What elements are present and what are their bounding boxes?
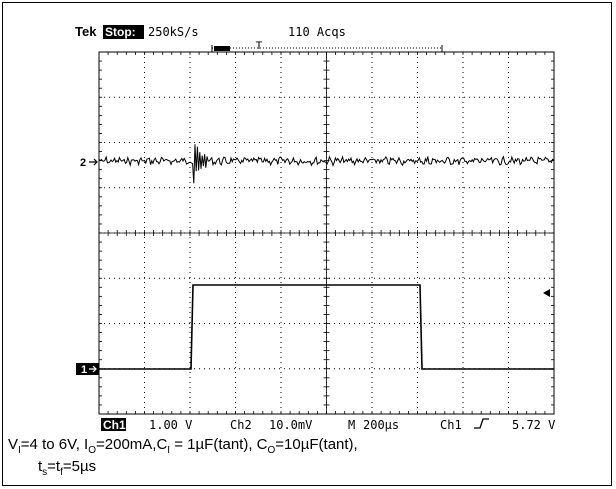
sample-rate: 250kS/s <box>148 25 199 39</box>
record-bracket <box>211 45 443 52</box>
caption-1-part: =4 to 6V, I <box>20 436 89 453</box>
stop-badge: Stop: <box>105 25 136 39</box>
stop-badge-bg <box>103 25 144 39</box>
caption-1-part: O <box>267 445 276 456</box>
ch1-trace <box>99 284 554 370</box>
caption-2-part: f <box>60 467 63 478</box>
timebase-label: M <box>348 418 355 432</box>
ch2-trace <box>98 144 555 184</box>
ch1-badge: Ch1 <box>103 418 126 432</box>
caption-1-part: =200mA,C <box>96 436 168 453</box>
caption-1-part: =10µF(tant), <box>275 436 358 453</box>
trigger-level: 5.72 V <box>512 418 555 432</box>
caption-2-part: t <box>38 458 43 475</box>
oscilloscope-screen: Tek Stop: 250kS/s 110 Acqs T 2 1 Ch1 1.0… <box>75 24 555 432</box>
graticule-grid <box>98 51 555 415</box>
caption-1-part: I <box>18 445 21 456</box>
trigger-position-marker: T <box>256 40 263 52</box>
ch2-scale: 10.0mV <box>269 418 312 432</box>
acquisition-count: 110 Acqs <box>288 25 346 39</box>
ch1-badge-bg <box>101 418 126 431</box>
ch1-arrow-icon <box>89 365 97 373</box>
ch1-marker: 1 <box>81 364 87 376</box>
caption-2-part: =t <box>47 458 61 475</box>
caption-line-2: ts=tf=5µs <box>38 458 96 478</box>
caption-1-part: O <box>88 445 96 456</box>
caption-line-1: VI=4 to 6V, IO=200mA,CI = 1µF(tant), CO=… <box>8 436 358 456</box>
rising-edge-icon <box>474 418 489 429</box>
caption-1-part: V <box>8 436 19 453</box>
ch2-marker: 2 <box>80 157 86 169</box>
ch2-arrow-icon <box>89 158 98 166</box>
ch2-label: Ch2 <box>230 418 252 432</box>
caption-1-part: I <box>167 445 171 456</box>
caption-1-part: = 1µF(tant), C <box>170 436 268 453</box>
ch1-scale: 1.00 V <box>149 418 192 432</box>
timebase-value: 200µs <box>363 418 399 432</box>
caption-2-part: s <box>42 467 48 478</box>
trigger-level-icon <box>543 289 550 297</box>
trigger-source: Ch1 <box>440 418 462 432</box>
caption-2-part: =5µs <box>62 458 97 475</box>
brand-label: Tek <box>75 24 97 39</box>
